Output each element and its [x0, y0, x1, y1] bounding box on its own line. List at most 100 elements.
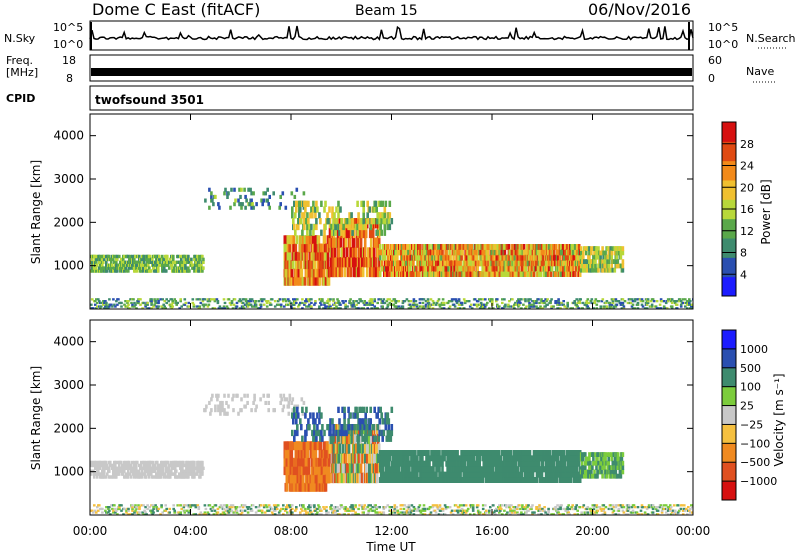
power-cell — [501, 301, 504, 305]
power-cell — [369, 223, 372, 231]
velocity-cell — [301, 474, 305, 484]
velocity-cell — [406, 477, 409, 483]
power-cell — [352, 301, 355, 305]
velocity-cell — [567, 450, 571, 456]
power-cell — [646, 298, 650, 301]
power-cell — [469, 249, 472, 256]
power-cell — [606, 246, 609, 251]
power-cell — [305, 218, 308, 225]
power-cell — [581, 301, 584, 305]
power-cell — [549, 271, 553, 277]
power-cell — [279, 194, 282, 199]
noise-right-label: N.Search — [746, 32, 796, 45]
power-cell — [377, 237, 381, 248]
power-cell — [99, 307, 102, 309]
power-cell — [292, 218, 295, 225]
power-cell — [467, 300, 471, 303]
velocity-cell — [126, 466, 129, 470]
velocity-cell — [130, 475, 133, 479]
power-cell — [636, 301, 640, 305]
power-cell — [95, 298, 98, 301]
power-cell — [621, 259, 625, 264]
power-cell — [415, 305, 419, 308]
power-cell — [322, 307, 325, 309]
power-cell — [565, 307, 568, 309]
power-cell — [340, 266, 344, 278]
power-cell — [186, 260, 189, 264]
power-cell — [340, 218, 343, 225]
power-cell — [591, 267, 594, 273]
power-cell — [319, 218, 322, 225]
power-cell — [403, 300, 407, 303]
power-cell — [633, 300, 637, 303]
power-cell — [360, 200, 363, 207]
power-cell — [368, 300, 371, 303]
power-cell — [413, 303, 417, 306]
velocity-cell — [307, 441, 311, 451]
power-cell — [270, 298, 274, 301]
velocity-cell — [179, 460, 182, 465]
velocity-cell — [150, 460, 153, 465]
power-cell — [530, 265, 534, 272]
velocity-cell — [350, 463, 354, 474]
power-cell — [104, 300, 107, 303]
power-cell — [327, 243, 331, 253]
power-cell — [447, 307, 451, 309]
power-cell — [370, 218, 373, 225]
velocity-cell — [414, 450, 417, 456]
power-cell — [387, 254, 390, 261]
power-cell — [167, 300, 170, 303]
power-cell — [165, 298, 168, 301]
power-cell — [437, 298, 441, 301]
power-cell — [360, 300, 363, 303]
power-cell — [469, 271, 472, 277]
power-cell — [611, 246, 615, 251]
power-cell — [170, 307, 173, 309]
velocity-cell — [375, 443, 379, 454]
velocity-cell — [135, 475, 138, 479]
velocity-cell — [106, 463, 109, 468]
power-cell — [621, 298, 625, 301]
velocity-cell — [379, 477, 383, 483]
power-cell — [559, 271, 563, 277]
freq-label-top: Freq. — [6, 54, 33, 67]
power-cell — [569, 265, 573, 272]
power-cell — [407, 249, 410, 256]
power-cell — [137, 301, 140, 305]
power-cell — [337, 237, 341, 248]
velocity-cell — [108, 469, 111, 473]
power-cell — [296, 298, 299, 301]
power-cell — [134, 269, 137, 273]
power-cell — [210, 191, 213, 196]
power-cell — [187, 266, 190, 270]
power-cell — [276, 300, 280, 303]
power-cell — [297, 223, 300, 231]
power-cell — [641, 305, 645, 308]
power-cell — [217, 202, 220, 207]
power-cell — [475, 303, 479, 306]
freq-left-tick-bottom: 8 — [66, 72, 73, 85]
power-cell — [322, 268, 326, 278]
power-cell — [148, 266, 151, 270]
velocity-cell — [157, 466, 160, 470]
velocity-cell — [563, 460, 567, 467]
velocity-cell — [332, 443, 336, 454]
power-cell — [593, 250, 596, 256]
velocity-cell — [506, 471, 510, 478]
power-cell — [191, 301, 195, 305]
power-cell — [328, 218, 332, 229]
power-cell — [507, 305, 510, 308]
velocity-cell — [334, 443, 338, 454]
power-cell — [290, 301, 293, 305]
power-cell — [549, 301, 552, 305]
power-cell — [362, 212, 365, 219]
velocity-cell — [414, 471, 417, 478]
velocity-cell — [354, 443, 358, 454]
velocity-cell — [175, 469, 178, 473]
velocity-cell — [136, 460, 139, 465]
power-cell — [240, 205, 243, 210]
power-cell — [290, 268, 294, 278]
velocity-cell — [502, 477, 506, 483]
velocity-cell — [510, 455, 514, 462]
power-cell — [470, 307, 474, 309]
